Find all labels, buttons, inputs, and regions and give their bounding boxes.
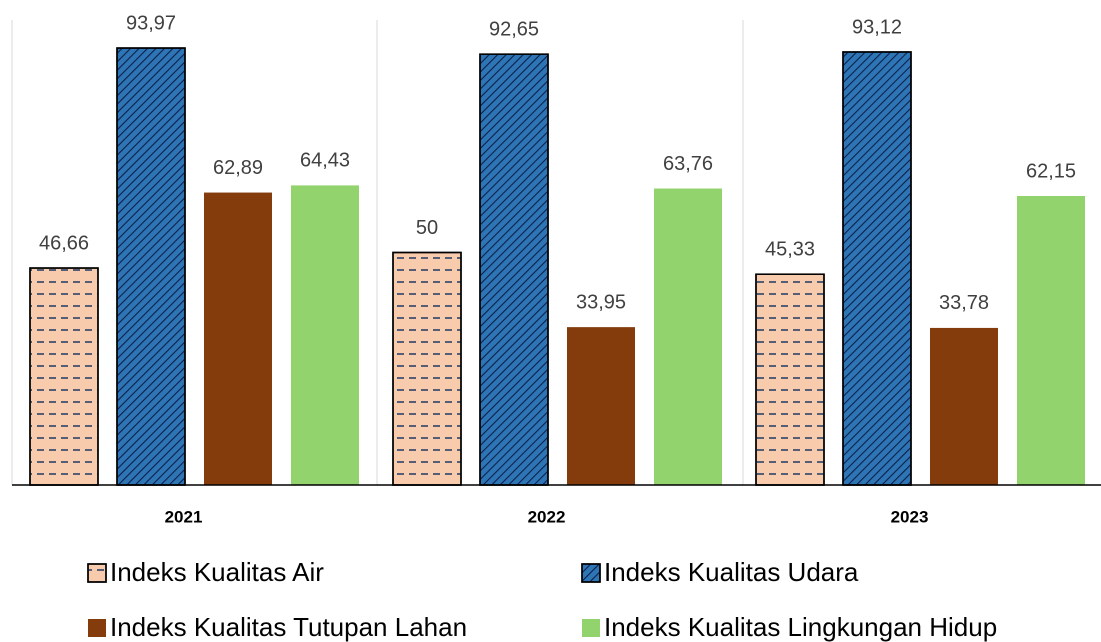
legend-label: Indeks Kualitas Tutupan Lahan xyxy=(110,612,467,642)
bar xyxy=(654,188,722,486)
value-label: 33,95 xyxy=(576,291,626,313)
value-label: 93,97 xyxy=(126,12,176,34)
value-label: 62,15 xyxy=(1026,160,1076,182)
bar xyxy=(1017,196,1085,485)
legend-label: Indeks Kualitas Udara xyxy=(604,557,859,587)
legend-swatch-hatch xyxy=(87,563,107,583)
value-label: 64,43 xyxy=(300,150,350,172)
value-label: 33,78 xyxy=(939,292,989,314)
bar-hatch xyxy=(842,51,912,486)
x-tick-label: 2023 xyxy=(891,507,929,526)
value-label: 50 xyxy=(416,217,438,239)
value-label: 63,76 xyxy=(663,153,713,175)
legend-swatch xyxy=(582,619,600,637)
x-tick-label: 2021 xyxy=(165,507,203,526)
value-label: 45,33 xyxy=(765,238,815,260)
legend-label: Indeks Kualitas Air xyxy=(110,557,324,587)
bar-hatch xyxy=(116,47,186,486)
bar-hatch xyxy=(479,53,549,486)
bar xyxy=(291,185,359,485)
legend-swatch xyxy=(88,619,106,637)
value-label: 62,89 xyxy=(213,157,263,179)
bar-hatch xyxy=(755,273,825,486)
value-label: 93,12 xyxy=(852,16,902,38)
bar xyxy=(567,327,635,485)
bar xyxy=(930,327,998,485)
legend-swatch-hatch xyxy=(581,563,601,583)
legend-label: Indeks Kualitas Lingkungan Hidup xyxy=(604,612,997,642)
bar-hatch xyxy=(392,251,462,486)
x-tick-label: 2022 xyxy=(528,507,566,526)
bar xyxy=(204,192,272,485)
value-label: 92,65 xyxy=(489,18,539,40)
bar-hatch xyxy=(29,267,99,486)
value-label: 46,66 xyxy=(39,232,89,254)
